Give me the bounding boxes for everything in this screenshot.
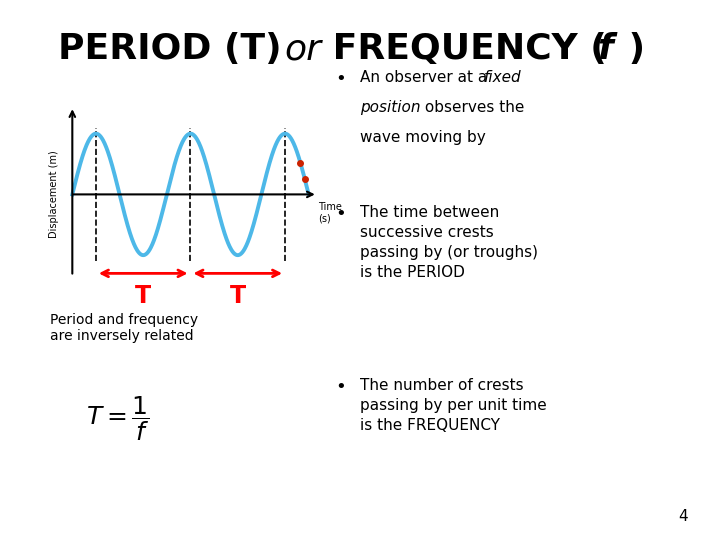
Text: wave moving by: wave moving by bbox=[360, 130, 486, 145]
Text: Period and frequency
are inversely related: Period and frequency are inversely relat… bbox=[50, 313, 199, 343]
Text: •: • bbox=[335, 70, 346, 88]
Text: position: position bbox=[360, 100, 420, 115]
Text: •: • bbox=[335, 378, 346, 396]
Text: An observer at a: An observer at a bbox=[360, 70, 492, 85]
Text: Displacement (m): Displacement (m) bbox=[49, 151, 59, 238]
Text: or: or bbox=[284, 32, 321, 66]
Text: f: f bbox=[598, 32, 613, 66]
Text: PERIOD (T): PERIOD (T) bbox=[58, 32, 294, 66]
Text: $T = \dfrac{1}{f}$: $T = \dfrac{1}{f}$ bbox=[86, 394, 150, 443]
Text: •: • bbox=[335, 205, 346, 223]
Text: The time between
successive crests
passing by (or troughs)
is the PERIOD: The time between successive crests passi… bbox=[360, 205, 538, 280]
Text: T: T bbox=[135, 284, 151, 308]
Text: FREQUENCY (: FREQUENCY ( bbox=[320, 32, 620, 66]
Text: ): ) bbox=[616, 32, 644, 66]
Text: 4: 4 bbox=[678, 509, 688, 524]
Text: fixed: fixed bbox=[484, 70, 521, 85]
Text: Time
(s): Time (s) bbox=[318, 201, 342, 224]
Text: The number of crests
passing by per unit time
is the FREQUENCY: The number of crests passing by per unit… bbox=[360, 378, 546, 433]
Text: T: T bbox=[230, 284, 246, 308]
Text: observes the: observes the bbox=[420, 100, 524, 115]
